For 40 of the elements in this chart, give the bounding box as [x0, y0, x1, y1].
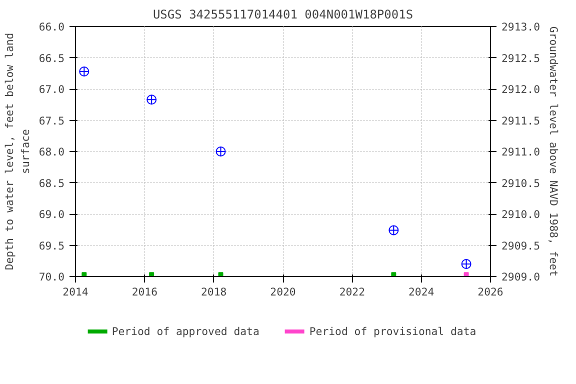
- y-tick-label: 67.5: [38, 114, 65, 128]
- y2-tick-label: 2911.5: [502, 114, 540, 128]
- y2-tick-label: 2910.5: [502, 176, 540, 190]
- point: [79, 66, 90, 76]
- y-tick-label: 66.0: [38, 20, 65, 34]
- legend-label: Period of provisional data: [309, 324, 476, 338]
- y2-tick-label: 2909.0: [502, 270, 540, 284]
- x-tick-label: 2024: [408, 286, 434, 298]
- point: [461, 259, 472, 269]
- y2-tick-label: 2911.0: [502, 146, 540, 158]
- point: [218, 272, 224, 276]
- point: [216, 146, 226, 156]
- y2-axis-title: Groundwater level above NAVD 1988, feet: [546, 26, 560, 277]
- point: [391, 272, 396, 276]
- x-tick-label: 2018: [201, 286, 227, 298]
- x-tick-label: 2022: [339, 286, 366, 298]
- y-tick-label: 69.0: [38, 208, 65, 221]
- point: [146, 94, 157, 105]
- point: [149, 272, 154, 276]
- y-tick-label: 69.5: [38, 239, 65, 252]
- point: [388, 225, 399, 236]
- legend-label: Period of approved data: [112, 324, 260, 338]
- point: [464, 272, 469, 276]
- y2-tick-label: 2913.0: [502, 20, 540, 34]
- x-tick-label: 2020: [270, 286, 296, 298]
- y-tick-label: 68.0: [38, 146, 65, 158]
- y-tick-label: 70.0: [38, 270, 65, 284]
- y2-tick-label: 2912.5: [502, 52, 540, 65]
- x-tick-label: 2016: [132, 286, 158, 298]
- y-tick-label: 67.0: [38, 83, 65, 96]
- y-axis-title: Depth to water level, feet below land surface: [3, 32, 32, 270]
- chart-title: USGS 342555117014401 004N001W18P001S: [152, 8, 414, 22]
- y2-tick-label: 2909.5: [502, 239, 540, 252]
- x-tick-label: 2026: [478, 286, 504, 298]
- y-tick-label: 66.5: [38, 52, 65, 65]
- x-tick-label: 2014: [62, 286, 88, 298]
- y-tick-label: 68.5: [38, 176, 65, 190]
- y2-tick-label: 2910.0: [502, 208, 540, 221]
- y2-tick-label: 2912.0: [502, 83, 540, 96]
- point: [82, 272, 87, 276]
